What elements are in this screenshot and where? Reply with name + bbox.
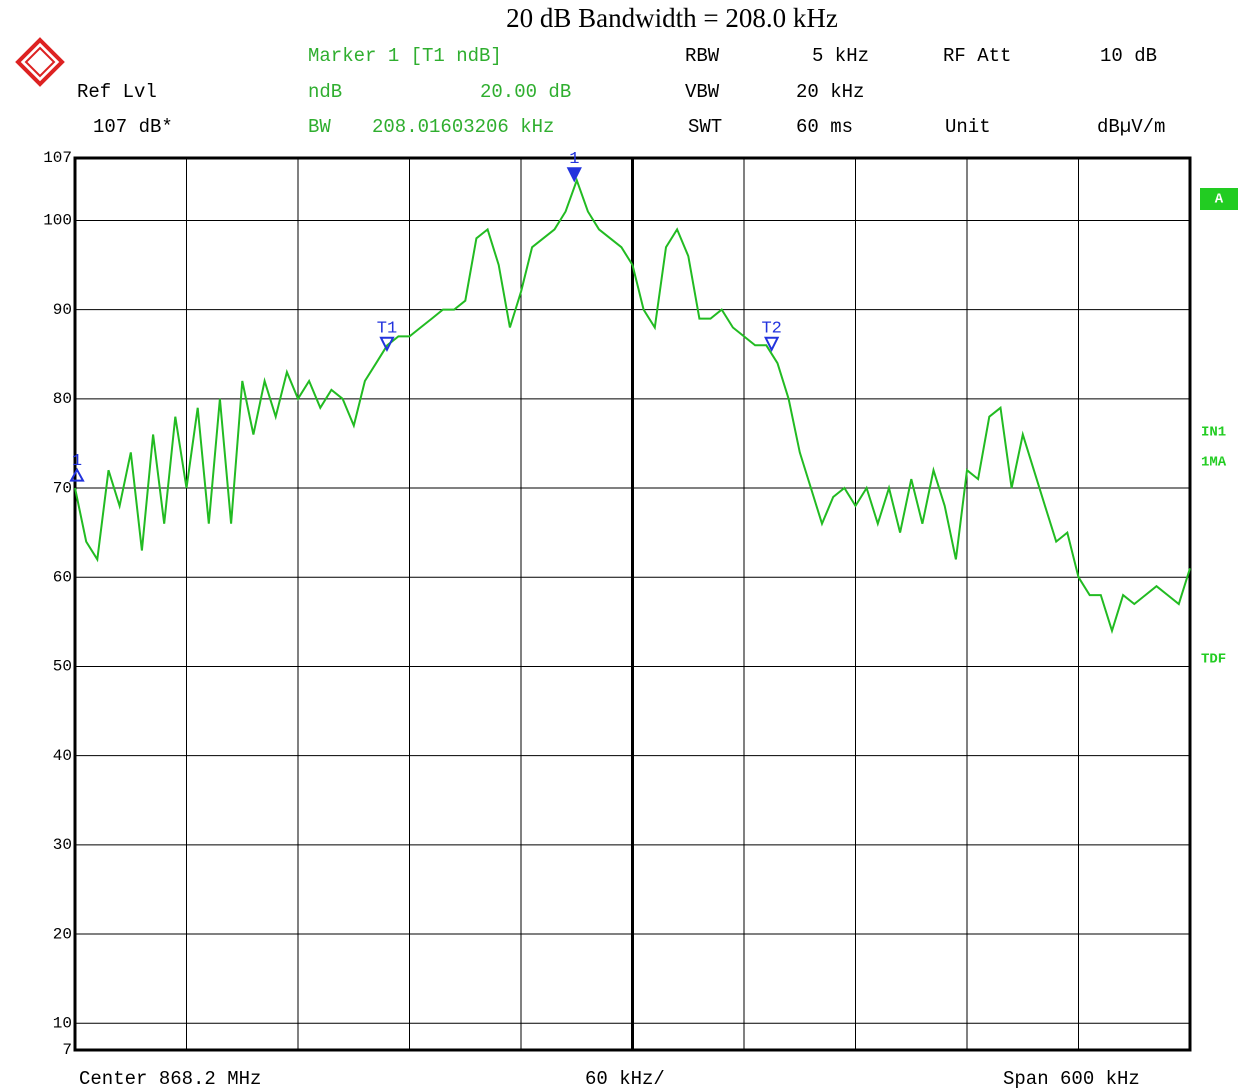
marker-label: T1 [377, 319, 397, 338]
info-text: 20.00 dB [480, 81, 571, 103]
y-tick-label: 90 [53, 301, 72, 319]
chart-title: 20 dB Bandwidth = 208.0 kHz [506, 3, 838, 33]
trace [74, 177, 1191, 635]
y-tick-label: 10 [53, 1014, 72, 1032]
info-text: BW [308, 116, 331, 138]
side-label: IN1 [1201, 425, 1226, 441]
y-tick-label: 70 [53, 479, 72, 497]
info-text: 5 kHz [812, 45, 869, 67]
info-text: Ref Lvl [77, 81, 157, 103]
footer-text: Span 600 kHz [1003, 1068, 1140, 1090]
y-tick-label: 80 [53, 390, 72, 408]
side-box [1200, 188, 1238, 210]
plot-frame [73, 156, 1192, 1052]
info-text: ndB [308, 81, 342, 103]
info-text: 60 ms [796, 116, 853, 138]
y-tick-label: 50 [53, 658, 72, 676]
info-text: SWT [688, 116, 722, 138]
side-label: A [1215, 192, 1224, 208]
marker-label: 1 [72, 452, 82, 471]
y-tick-label: 60 [53, 568, 72, 586]
info-text: 208.01603206 kHz [372, 116, 554, 138]
info-text: 20 kHz [796, 81, 864, 103]
marker [69, 467, 85, 482]
info-text: Unit [945, 116, 991, 138]
info-text: RF Att [943, 45, 1011, 67]
y-tick-label: 100 [43, 212, 72, 230]
y-tick-label: 107 [43, 149, 72, 167]
footer-text: 60 kHz/ [585, 1068, 665, 1090]
info-text: 10 dB [1100, 45, 1157, 67]
y-tick-label: 7 [62, 1041, 72, 1059]
marker [764, 336, 780, 353]
y-tick-label: 30 [53, 836, 72, 854]
rs-logo [15, 37, 65, 87]
info-text: 107 dB* [93, 116, 173, 138]
side-label: 1MA [1201, 455, 1227, 471]
marker [566, 167, 582, 183]
info-text: VBW [685, 81, 720, 103]
marker [379, 336, 395, 353]
y-tick-label: 40 [53, 747, 72, 765]
marker-label: 1 [569, 150, 579, 169]
y-tick-label: 20 [53, 925, 72, 943]
info-text: RBW [685, 45, 720, 67]
info-text: dBµV/m [1097, 116, 1165, 138]
marker-label: T2 [761, 319, 781, 338]
side-label: TDF [1201, 652, 1226, 668]
info-text: Marker 1 [T1 ndB] [308, 45, 502, 67]
footer-text: Center 868.2 MHz [79, 1068, 261, 1090]
